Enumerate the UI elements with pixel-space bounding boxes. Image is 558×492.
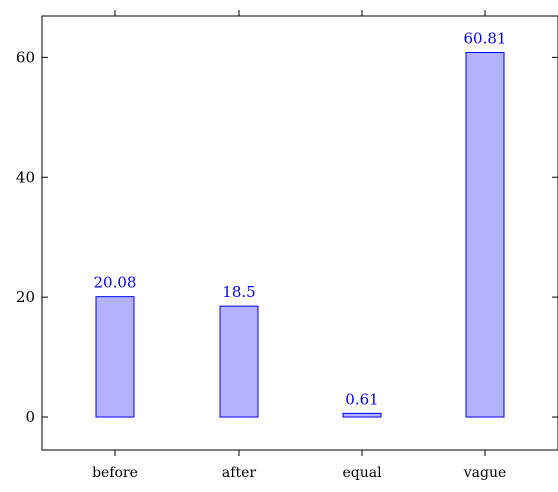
axis-ticks xyxy=(42,10,558,456)
x-tick-label: vague xyxy=(463,465,507,481)
x-tick-label: equal xyxy=(342,465,382,481)
x-tick-label: after xyxy=(222,465,256,481)
plot-frame xyxy=(41,15,558,451)
value-label: 18.5 xyxy=(222,283,255,301)
y-tick-label: 20 xyxy=(16,288,35,306)
value-label: 60.81 xyxy=(464,30,507,48)
bar-equal xyxy=(342,412,382,418)
y-tick-labels: 0 20 40 60 xyxy=(16,48,35,426)
x-tick-label: before xyxy=(92,465,138,481)
value-labels: 20.08 18.5 0.61 60.81 xyxy=(94,30,507,409)
value-label: 0.61 xyxy=(345,390,378,408)
x-tick-labels: before after equal vague xyxy=(92,465,506,481)
bar-before xyxy=(95,296,135,418)
bars xyxy=(95,52,505,418)
value-label: 20.08 xyxy=(94,274,137,292)
bar-vague xyxy=(465,52,505,418)
y-tick-label: 60 xyxy=(16,48,35,66)
bar-after xyxy=(219,305,259,418)
y-tick-label: 0 xyxy=(25,408,35,426)
y-tick-label: 40 xyxy=(16,168,35,186)
